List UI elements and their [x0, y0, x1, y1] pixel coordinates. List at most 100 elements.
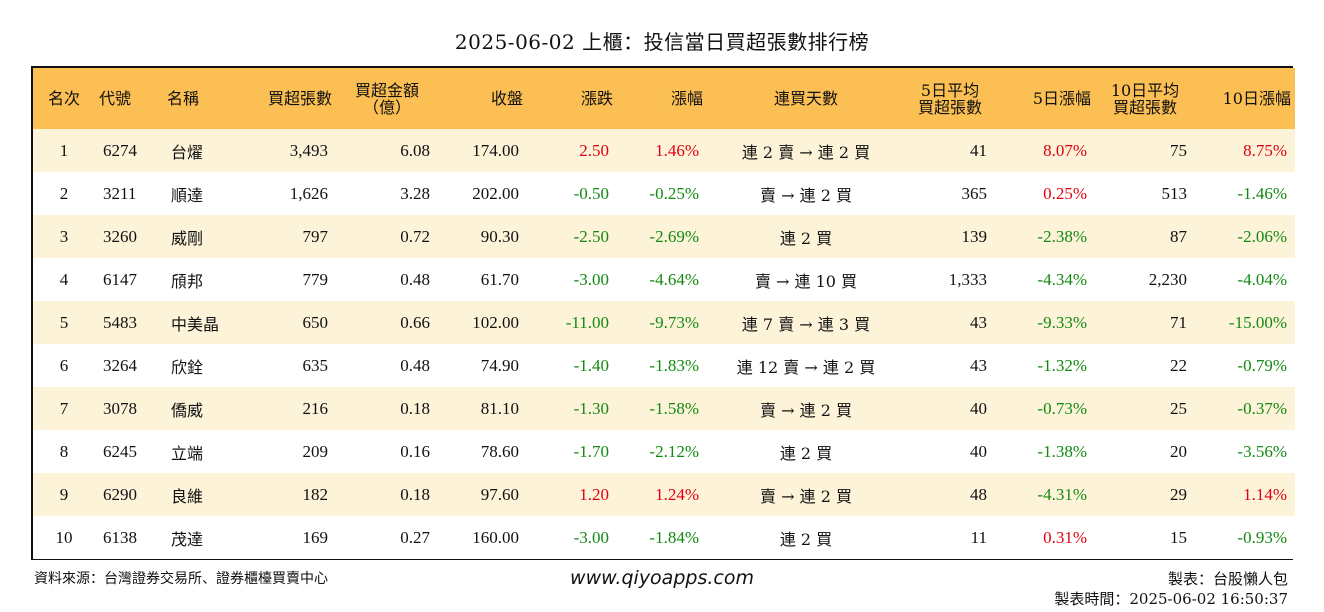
cell-streak: 賣 → 連 2 買: [760, 486, 852, 506]
page-title: 2025-06-02 上櫃：投信當日買超張數排行榜: [454, 30, 870, 54]
cell-pct5: -1.38%: [1037, 441, 1087, 461]
table-row: 10 6138 茂達 169 0.27 160.00 -3.00 -1.84% 連 2 買 11 0…: [33, 516, 1295, 559]
table-body: 1 6274 台燿 3,493 6.08 174.00 2.50 1.46% 連 2 賣 → 連…: [33, 129, 1295, 559]
cell-change: 1.20: [579, 484, 609, 504]
cell-change: -2.50: [573, 226, 609, 246]
cell-change-pct: -4.64%: [649, 269, 699, 289]
cell-streak: 連 7 賣 → 連 3 買: [741, 314, 871, 334]
cell-change: -1.40: [573, 355, 609, 375]
cell-pct5: -0.73%: [1037, 398, 1087, 418]
cell-avg10: 29: [1170, 484, 1187, 504]
cell-buy-amount: 0.48: [400, 355, 430, 375]
cell-buy-amount: 0.48: [400, 269, 430, 289]
cell-name: 順達: [171, 185, 204, 205]
cell-rank: 8: [59, 441, 69, 461]
cell-streak: 賣 → 連 2 買: [760, 185, 852, 205]
cell-streak: 連 2 買: [779, 228, 833, 248]
cell-code: 6245: [103, 441, 137, 461]
cell-change: 2.50: [579, 140, 609, 160]
cell-close: 174.00: [472, 140, 519, 160]
cell-avg5: 40: [970, 441, 987, 461]
cell-avg5: 41: [970, 140, 987, 160]
cell-change: -0.50: [573, 183, 609, 203]
header-rank: 名次: [47, 89, 80, 108]
cell-rank: 7: [59, 398, 69, 418]
cell-close: 61.70: [480, 269, 519, 289]
cell-code: 6290: [103, 484, 137, 504]
cell-rank: 3: [59, 226, 69, 246]
cell-name: 台燿: [171, 142, 204, 162]
cell-buy-lots: 182: [302, 484, 329, 504]
cell-change: -1.70: [573, 441, 609, 461]
cell-streak: 賣 → 連 10 買: [754, 271, 858, 291]
cell-buy-amount: 6.08: [400, 140, 430, 160]
cell-rank: 6: [59, 355, 69, 375]
cell-change-pct: 1.46%: [655, 140, 699, 160]
cell-close: 90.30: [480, 226, 519, 246]
cell-buy-lots: 216: [302, 398, 329, 418]
table-row: 8 6245 立端 209 0.16 78.60 -1.70 -2.12% 連 2 買 40 -1.…: [33, 430, 1295, 473]
cell-avg5: 40: [970, 398, 987, 418]
ranking-table-container: 名次 代號 名稱 買超張數 買超金額 （億） 收盤 漲跌 漲幅 連買天數 5日平…: [31, 66, 1295, 560]
cell-avg10: 15: [1170, 527, 1187, 547]
cell-buy-lots: 1,626: [289, 183, 328, 203]
cell-name: 茂達: [171, 529, 204, 549]
cell-pct5: 0.31%: [1043, 527, 1087, 547]
header-buy-lots: 買超張數: [267, 89, 332, 108]
header-avg5: 5日平均 買超張數: [905, 68, 995, 129]
cell-streak: 連 2 買: [779, 529, 833, 549]
cell-close: 81.10: [480, 398, 519, 418]
cell-buy-amount: 0.27: [400, 527, 430, 547]
cell-change-pct: -2.12%: [649, 441, 699, 461]
cell-avg10: 87: [1170, 226, 1187, 246]
cell-avg5: 48: [970, 484, 987, 504]
header-name: 名稱: [167, 89, 200, 108]
cell-pct5: -9.33%: [1037, 312, 1087, 332]
header-buy-amount-line1: 買超金額: [354, 80, 419, 100]
cell-streak: 連 12 賣 → 連 2 買: [736, 357, 876, 377]
header-avg5-line2: 買超張數: [917, 97, 982, 117]
cell-name: 中美晶: [171, 314, 220, 334]
cell-change-pct: -0.25%: [649, 183, 699, 203]
header-buy-amount: 買超金額 （億）: [336, 68, 438, 129]
cell-avg5: 139: [961, 226, 988, 246]
header-code: 代號: [99, 89, 132, 108]
cell-buy-lots: 169: [302, 527, 329, 547]
cell-pct5: -1.32%: [1037, 355, 1087, 375]
header-change-pct: 漲幅: [670, 89, 703, 108]
cell-change-pct: -1.58%: [649, 398, 699, 418]
website-link[interactable]: www.qiyoapps.com: [570, 567, 754, 589]
cell-avg10: 2,230: [1148, 269, 1187, 289]
cell-pct5: -2.38%: [1037, 226, 1087, 246]
header-change: 漲跌: [580, 89, 613, 108]
cell-code: 5483: [103, 312, 137, 332]
cell-pct5: 0.25%: [1043, 183, 1087, 203]
cell-change: -3.00: [573, 527, 609, 547]
cell-avg5: 43: [970, 355, 987, 375]
table-row: 5 5483 中美晶 650 0.66 102.00 -11.00 -9.73% 連 7 賣 →…: [33, 301, 1295, 344]
cell-code: 6274: [103, 140, 137, 160]
cell-rank: 9: [59, 484, 69, 504]
table-row: 3 3260 威剛 797 0.72 90.30 -2.50 -2.69% 連 2 買 139 -2…: [33, 215, 1295, 258]
cell-pct10: 8.75%: [1243, 140, 1287, 160]
cell-pct5: -4.34%: [1037, 269, 1087, 289]
cell-avg5: 365: [961, 183, 988, 203]
cell-avg10: 71: [1170, 312, 1187, 332]
cell-close: 202.00: [472, 183, 519, 203]
cell-code: 6147: [103, 269, 137, 289]
cell-close: 102.00: [472, 312, 519, 332]
cell-name: 威剛: [171, 228, 204, 248]
cell-buy-amount: 3.28: [400, 183, 430, 203]
cell-pct10: -1.46%: [1237, 183, 1287, 203]
cell-rank: 10: [55, 527, 73, 547]
cell-pct10: -15.00%: [1228, 312, 1287, 332]
cell-rank: 2: [59, 183, 69, 203]
cell-name: 僑威: [171, 400, 204, 420]
data-source-note: 資料來源：台灣證券交易所、證券櫃檯買賣中心: [34, 571, 328, 587]
cell-change-pct: -2.69%: [649, 226, 699, 246]
cell-buy-amount: 0.72: [400, 226, 430, 246]
cell-buy-lots: 3,493: [289, 140, 328, 160]
cell-close: 160.00: [472, 527, 519, 547]
table-row: 7 3078 僑威 216 0.18 81.10 -1.30 -1.58% 賣 → 連 2 買 4…: [33, 387, 1295, 430]
header-streak: 連買天數: [773, 89, 838, 108]
